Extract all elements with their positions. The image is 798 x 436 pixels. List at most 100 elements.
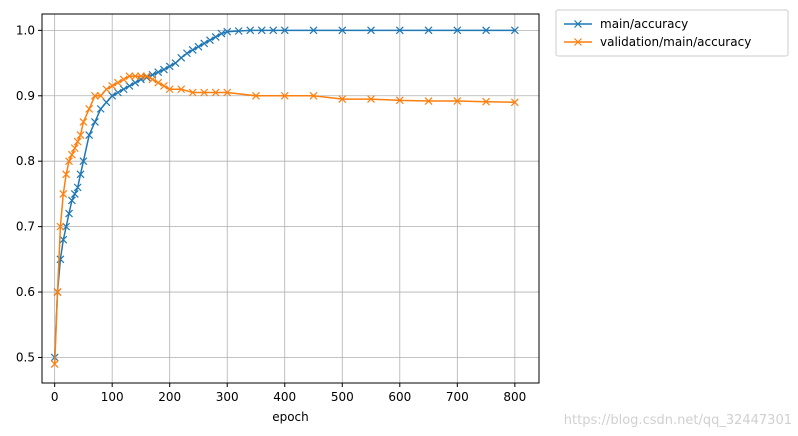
series-0-point-46	[453, 26, 462, 35]
series-1-point-13	[96, 91, 105, 100]
series-0-point-15	[108, 91, 117, 100]
series-0-point-37	[246, 26, 255, 35]
series-1-point-2	[56, 222, 65, 231]
y-tick-label-4: 0.9	[16, 89, 35, 103]
series-1-point-25	[165, 85, 174, 94]
x-tick-label-0: 0	[51, 390, 59, 404]
series-0-point-18	[125, 82, 134, 90]
series-0-point-32	[206, 36, 214, 45]
y-tick-label-0: 0.5	[16, 350, 35, 364]
series-0-point-19	[131, 78, 140, 87]
x-tick-label-8: 800	[503, 390, 526, 404]
series-1-point-9	[76, 131, 85, 139]
series-1-point-29	[211, 88, 220, 97]
x-axis-label: epoch	[272, 410, 309, 424]
series-0-point-42	[338, 26, 347, 35]
grid	[42, 14, 539, 383]
series-1-point-3	[59, 189, 68, 198]
series-1-point-5	[65, 157, 73, 166]
series-0	[50, 26, 519, 362]
series-1-point-28	[200, 88, 209, 97]
series-0-point-13	[96, 104, 105, 113]
series-0-point-6	[67, 196, 76, 205]
series-0-point-9	[76, 170, 85, 179]
series-1-point-4	[62, 170, 71, 179]
series-0-point-3	[59, 235, 68, 244]
legend-label-1: validation/main/accuracy	[600, 35, 751, 49]
series-1-point-21	[142, 72, 151, 81]
series-0-point-11	[85, 131, 94, 139]
series-1-point-34	[338, 95, 347, 103]
series-1-point-19	[131, 72, 140, 81]
series-0-point-41	[309, 26, 318, 35]
series-0-point-27	[177, 53, 186, 62]
x-tick-label-4: 400	[273, 390, 296, 404]
y-axis-ticks: 0.5 0.6 0.7 0.8 0.9 1.0	[16, 23, 42, 364]
y-tick-label-2: 0.7	[16, 220, 35, 234]
series-0-point-2	[56, 255, 65, 264]
series-0-point-35	[223, 27, 232, 36]
series-0-point-14	[102, 98, 111, 107]
series-1-point-35	[367, 95, 375, 103]
series-1-point-39	[482, 97, 491, 106]
series-1-point-24	[160, 82, 168, 90]
x-tick-label-2: 200	[158, 390, 181, 404]
series-layer	[50, 26, 519, 368]
legend-marker-1	[574, 38, 582, 46]
series-0-point-34	[217, 29, 226, 38]
series-0-point-40	[280, 26, 289, 35]
series-1-point-17	[119, 75, 128, 84]
series-1-point-32	[280, 91, 289, 100]
plot-frame	[41, 13, 540, 384]
series-1-point-7	[70, 144, 79, 153]
series-1-point-33	[309, 91, 318, 100]
series-0-point-24	[160, 65, 168, 74]
series-0-point-21	[142, 73, 151, 82]
series-1-point-11	[85, 104, 94, 113]
series-1-point-22	[148, 75, 157, 84]
series-1-point-10	[79, 118, 88, 126]
x-tick-label-1: 100	[101, 390, 124, 404]
series-0-point-17	[119, 85, 128, 94]
watermark: https://blog.csdn.net/qq_32447301	[563, 413, 792, 428]
series-0-point-47	[482, 26, 491, 35]
series-1-point-6	[67, 150, 76, 159]
series-1	[50, 72, 519, 368]
series-0-point-25	[165, 62, 174, 71]
x-tick-label-7: 700	[446, 390, 469, 404]
series-0-point-4	[62, 222, 71, 231]
series-0-point-7	[70, 189, 79, 198]
series-0-point-44	[395, 26, 404, 35]
series-0-point-48	[510, 26, 519, 35]
legend-marker-0	[574, 20, 582, 28]
series-1-point-23	[154, 78, 163, 87]
y-tick-label-3: 0.8	[16, 154, 35, 168]
series-0-point-31	[200, 39, 209, 48]
series-0-point-5	[65, 209, 73, 218]
series-1-point-31	[252, 91, 260, 100]
series-0-point-23	[154, 68, 163, 77]
series-0-point-45	[424, 26, 433, 35]
series-0-point-28	[183, 49, 191, 58]
series-0-point-36	[234, 27, 243, 35]
x-tick-label-3: 300	[216, 390, 239, 404]
series-1-point-14	[102, 85, 111, 94]
series-1-point-26	[177, 85, 186, 94]
series-0-point-29	[188, 46, 197, 54]
series-1-point-15	[108, 82, 117, 90]
series-0-point-8	[73, 183, 82, 192]
series-0-point-38	[257, 26, 266, 35]
series-1-point-36	[395, 96, 404, 105]
series-1-point-20	[137, 72, 145, 81]
series-0-point-10	[79, 157, 88, 166]
legend: main/accuracy validation/main/accuracy	[555, 9, 789, 57]
series-0-point-43	[367, 26, 375, 35]
series-0-point-33	[211, 32, 220, 41]
series-1-point-38	[453, 97, 462, 105]
series-0-point-39	[269, 26, 278, 35]
x-axis-ticks: 0 100 200 300 400 500 600 700 800	[51, 383, 526, 404]
series-1-point-0	[50, 360, 59, 368]
legend-box	[555, 9, 789, 57]
legend-label-0: main/accuracy	[600, 17, 688, 31]
